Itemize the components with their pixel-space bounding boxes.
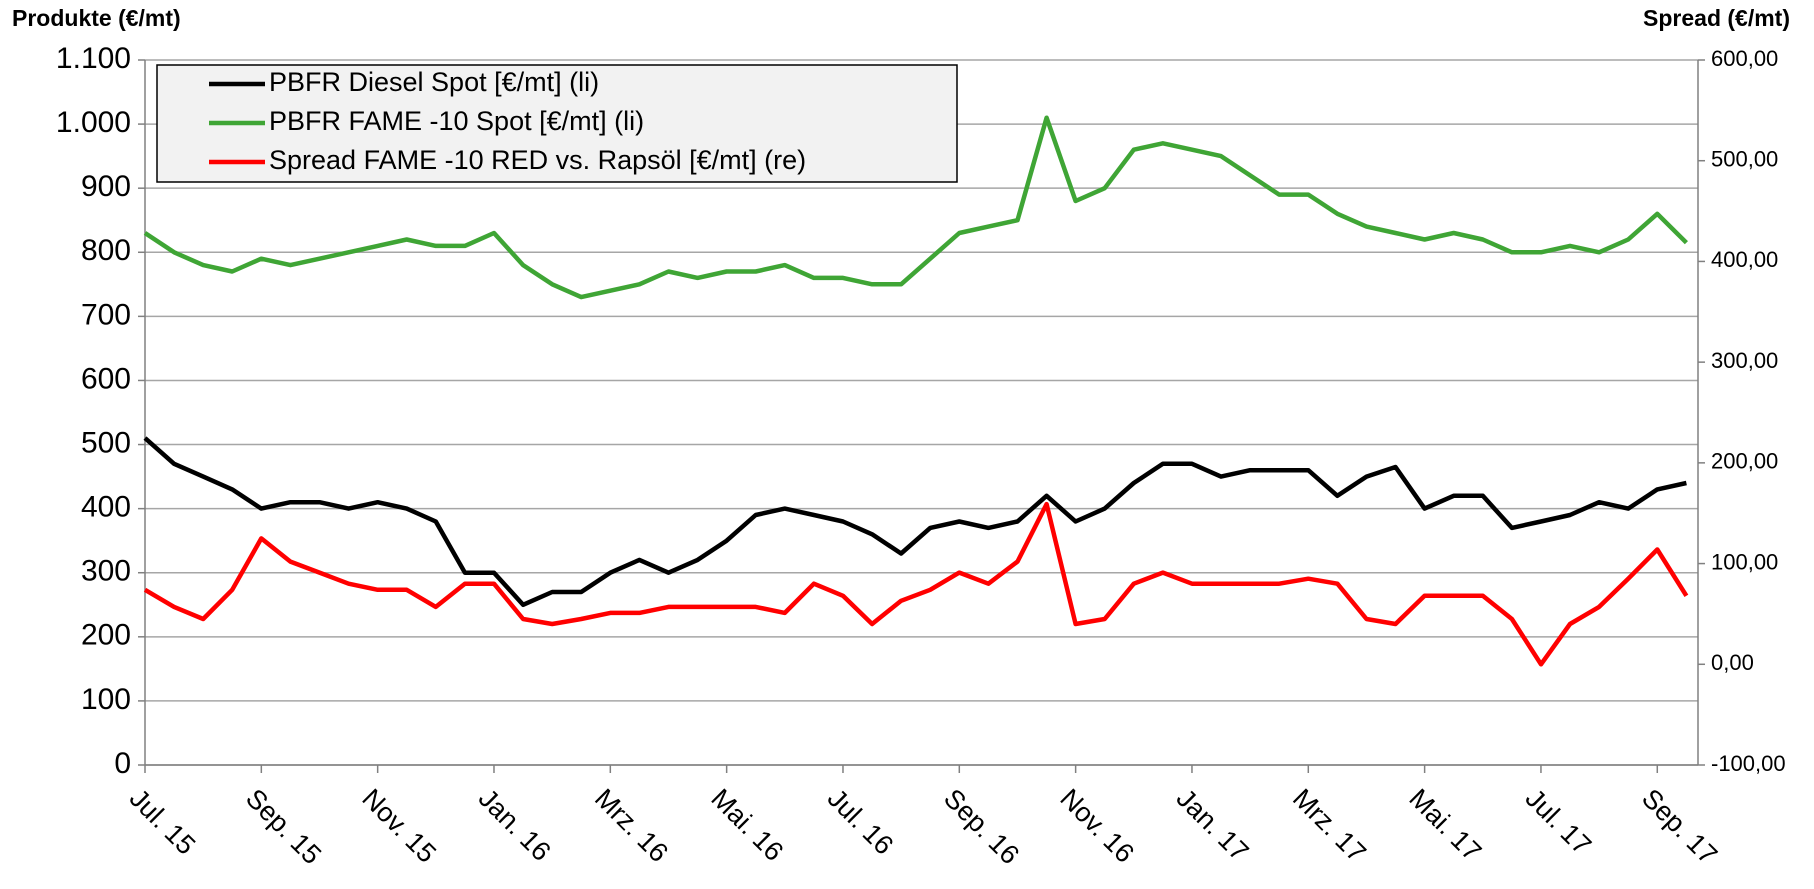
- legend-label: PBFR Diesel Spot [€/mt] (li): [269, 67, 599, 97]
- x-tick-label: Sep. 17: [1636, 783, 1723, 870]
- x-tick-label: Sep. 15: [240, 783, 327, 870]
- legend-label: PBFR FAME -10 Spot [€/mt] (li): [269, 106, 644, 136]
- y2-tick-label: 200,00: [1711, 449, 1778, 474]
- legend-label: Spread FAME -10 RED vs. Rapsöl [€/mt] (r…: [269, 145, 806, 175]
- y-tick-label: 800: [81, 234, 131, 267]
- x-tick-label: Jul. 15: [124, 783, 201, 860]
- series-line: [143, 501, 1689, 667]
- y2-axis-title: Spread (€/mt): [1643, 5, 1790, 31]
- x-tick-label: Mrz. 17: [1287, 783, 1372, 868]
- legend-box: [156, 64, 958, 183]
- y2-tick-label: 600,00: [1711, 46, 1778, 71]
- y-tick-label: 100: [81, 683, 131, 716]
- y-tick-label: 300: [81, 555, 131, 588]
- y-tick-label: 200: [81, 619, 131, 652]
- x-tick-label: Mrz. 16: [589, 783, 674, 868]
- y-axis-title: Produkte (€/mt): [12, 5, 181, 31]
- x-tick-label: Sep. 16: [938, 783, 1025, 870]
- y-tick-label: 600: [81, 362, 131, 395]
- y2-tick-label: 400,00: [1711, 247, 1778, 272]
- series-line: [143, 115, 1688, 300]
- y2-tick-label: 300,00: [1711, 348, 1778, 373]
- x-tick-label: Nov. 16: [1054, 783, 1140, 869]
- series-line: [143, 436, 1687, 608]
- x-tick-label: Jan. 16: [473, 783, 557, 867]
- x-tick-label: Jul. 16: [822, 783, 899, 860]
- x-tick-label: Nov. 15: [356, 783, 442, 869]
- y-tick-label: 500: [81, 426, 131, 459]
- x-tick-label: Jan. 17: [1171, 783, 1255, 867]
- x-tick-label: Jul. 17: [1520, 783, 1597, 860]
- x-tick-label: Mai. 16: [705, 783, 789, 867]
- x-tick-label: Mai. 17: [1403, 783, 1487, 867]
- y-tick-label: 700: [81, 298, 131, 331]
- y2-tick-label: 500,00: [1711, 147, 1778, 172]
- y-tick-label: 400: [81, 491, 131, 524]
- y-tick-label: 1.100: [56, 42, 131, 75]
- y2-tick-label: 100,00: [1711, 549, 1778, 574]
- y2-tick-label: -100,00: [1711, 751, 1786, 776]
- y2-tick-label: 0,00: [1711, 650, 1754, 675]
- y-tick-label: 0: [114, 747, 131, 780]
- y-tick-label: 1.000: [56, 106, 131, 139]
- y-tick-label: 900: [81, 170, 131, 203]
